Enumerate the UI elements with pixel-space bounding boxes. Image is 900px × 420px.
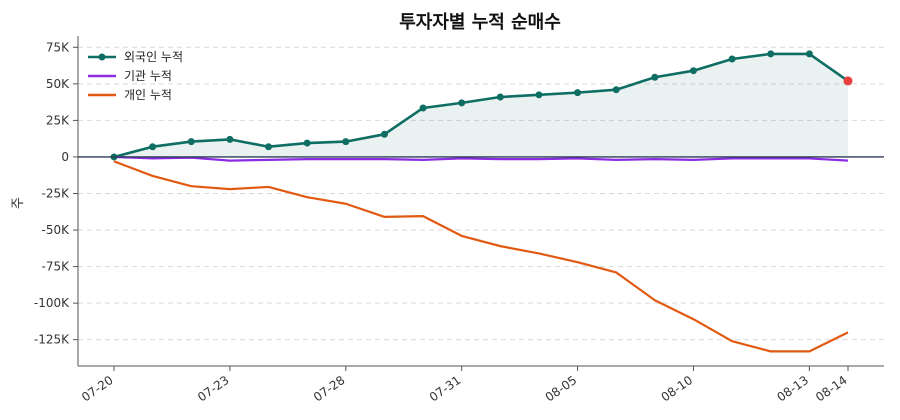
data-point xyxy=(187,138,195,146)
marker-layer xyxy=(110,50,853,161)
y-tick-label: -75K xyxy=(42,260,71,274)
data-point xyxy=(149,143,157,151)
x-tick-label: 07-23 xyxy=(195,373,232,404)
series-line xyxy=(113,52,849,159)
x-tick-label: 08-05 xyxy=(543,373,580,404)
y-tick-label: -100K xyxy=(34,296,70,310)
x-tick-label: 07-28 xyxy=(311,373,348,404)
y-tick-label: 75K xyxy=(46,40,70,54)
data-point xyxy=(419,104,427,112)
y-tick-label: 0 xyxy=(61,150,69,164)
x-tick-label: 08-14 xyxy=(813,373,850,404)
y-tick-label: -50K xyxy=(42,223,71,237)
y-tick-label: 50K xyxy=(46,77,70,91)
x-tick-label: 08-13 xyxy=(774,373,811,404)
data-point xyxy=(458,99,466,107)
data-point xyxy=(843,76,853,86)
y-tick-label: 25K xyxy=(46,113,70,127)
x-tick-label: 08-10 xyxy=(659,373,696,404)
chart-title: 투자자별 누적 순매수 xyxy=(399,12,561,33)
data-point xyxy=(535,91,543,99)
data-point xyxy=(380,130,388,138)
data-point xyxy=(342,138,350,146)
data-point xyxy=(728,55,736,63)
series-line xyxy=(113,155,849,162)
legend-label: 기관 누적 xyxy=(124,69,172,83)
data-point xyxy=(265,143,273,151)
data-point xyxy=(303,139,311,147)
data-point xyxy=(612,86,620,94)
data-point xyxy=(805,50,813,58)
data-point xyxy=(496,93,504,101)
y-tick-label: -125K xyxy=(34,333,70,347)
data-point xyxy=(767,50,775,58)
x-tick-label: 07-20 xyxy=(79,373,116,404)
series-area xyxy=(114,53,848,157)
x-tick-label: 07-31 xyxy=(427,373,464,404)
line-layer xyxy=(113,52,849,353)
data-point xyxy=(226,135,234,143)
legend-label: 외국인 누적 xyxy=(124,50,183,64)
data-point xyxy=(651,73,659,81)
data-point xyxy=(689,67,697,75)
data-point xyxy=(574,89,582,97)
legend-marker xyxy=(98,53,106,61)
area-layer xyxy=(114,53,848,157)
legend-label: 개인 누적 xyxy=(124,88,172,102)
y-axis-label: 주 xyxy=(11,197,26,209)
y-tick-label: -25K xyxy=(42,186,71,200)
series-line xyxy=(113,160,849,353)
